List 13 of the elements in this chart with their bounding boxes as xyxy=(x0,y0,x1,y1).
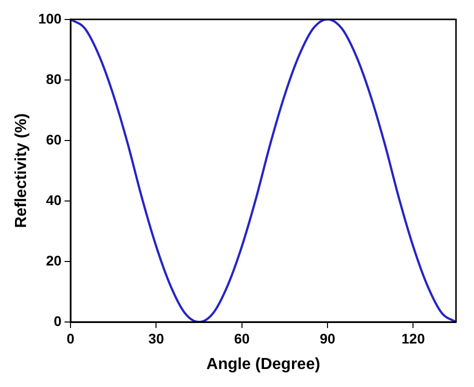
y-tick-label: 60 xyxy=(46,131,62,148)
x-tick-label: 90 xyxy=(320,330,336,346)
y-tick-label: 80 xyxy=(46,70,62,87)
x-axis-title: Angle (Degree) xyxy=(206,356,320,373)
x-tick-label: 60 xyxy=(234,330,250,346)
y-tick-label: 0 xyxy=(54,312,62,329)
y-axis-title: Reflectivity (%) xyxy=(13,113,30,228)
x-tick-label: 30 xyxy=(148,330,164,346)
y-tick-label: 40 xyxy=(46,192,62,208)
x-tick-label: 0 xyxy=(66,330,75,346)
y-tick-label: 100 xyxy=(38,10,62,26)
y-tick-label: 20 xyxy=(46,252,62,268)
x-tick-label: 120 xyxy=(401,330,426,346)
